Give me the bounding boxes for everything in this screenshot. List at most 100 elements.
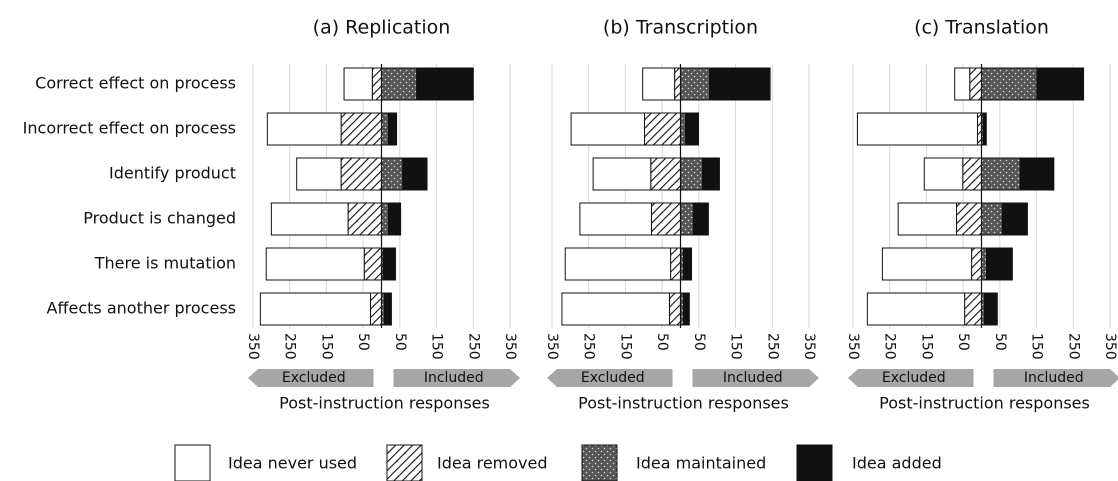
x-tick-label: 50 xyxy=(691,333,707,351)
legend-swatch xyxy=(174,444,211,481)
bar-segment xyxy=(685,112,699,146)
bar-segment xyxy=(564,247,672,281)
bar-segment xyxy=(1036,67,1085,101)
included-arrow xyxy=(993,369,1118,387)
x-tick-label: 350 xyxy=(1102,333,1118,360)
bar-segment xyxy=(265,247,365,281)
x-tick-label: 150 xyxy=(728,333,744,360)
bar-segment xyxy=(692,202,709,236)
category-label: There is mutation xyxy=(94,254,236,273)
bar-segment xyxy=(954,67,971,101)
x-tick-label: 150 xyxy=(1029,333,1045,360)
x-axis-title: Post-instruction responses xyxy=(578,394,789,413)
x-tick-label: 150 xyxy=(429,333,445,360)
x-tick-label: 350 xyxy=(801,333,817,360)
bar-segment xyxy=(976,112,982,146)
bar-segment xyxy=(668,292,682,326)
x-tick-label: 50 xyxy=(992,333,1008,351)
bar-segment xyxy=(402,157,428,191)
bar-segment xyxy=(897,202,958,236)
bar-segment xyxy=(381,67,418,101)
bar-segment xyxy=(856,112,978,146)
chart-title: (c) Translation xyxy=(914,17,1049,39)
bar-segment xyxy=(962,157,982,191)
bar-segment xyxy=(347,202,382,236)
category-label: Identify product xyxy=(109,164,236,183)
bar-segment xyxy=(680,112,687,146)
bar-segment xyxy=(382,247,396,281)
bar-segment xyxy=(881,247,973,281)
bar-segment xyxy=(383,292,392,326)
x-tick-label: 250 xyxy=(282,333,298,360)
chart-title: (a) Replication xyxy=(313,17,451,39)
legend-swatch xyxy=(796,444,833,481)
bar-segment xyxy=(296,157,342,191)
included-arrow xyxy=(393,369,520,387)
bar-segment xyxy=(592,157,652,191)
bar-segment xyxy=(650,157,681,191)
bar-segment xyxy=(387,112,398,146)
x-tick-label: 250 xyxy=(1065,333,1081,360)
x-tick-label: 150 xyxy=(617,333,633,360)
bar-segment xyxy=(986,247,1013,281)
legend-label: Idea never used xyxy=(228,454,357,473)
bar-segment xyxy=(570,112,646,146)
bar-segment xyxy=(644,112,682,146)
bar-segment xyxy=(266,112,342,146)
bar-segment xyxy=(1001,202,1028,236)
bar-segment xyxy=(381,202,389,236)
bar-segment xyxy=(923,157,964,191)
bar-segment xyxy=(674,67,682,101)
bar-segment xyxy=(416,67,474,101)
bar-segment xyxy=(650,202,682,236)
bar-segment xyxy=(340,112,383,146)
bar-segment xyxy=(670,247,682,281)
bar-segment xyxy=(866,292,966,326)
excluded-label: Excluded xyxy=(882,370,946,386)
category-label: Incorrect effect on process xyxy=(23,119,236,138)
bar-segment xyxy=(982,112,987,146)
bar-segment xyxy=(969,67,982,101)
bar-segment xyxy=(702,157,720,191)
included-label: Included xyxy=(723,370,783,386)
bar-segment xyxy=(981,247,988,281)
bar-segment xyxy=(981,67,1038,101)
included-label: Included xyxy=(1024,370,1084,386)
bar-segment xyxy=(270,202,349,236)
bar-segment xyxy=(369,292,383,326)
excluded-label: Excluded xyxy=(581,370,645,386)
bar-segment xyxy=(561,292,670,326)
bar-segment xyxy=(680,202,694,236)
excluded-arrow xyxy=(248,369,374,387)
bar-segment xyxy=(983,292,998,326)
bar-segment xyxy=(363,247,383,281)
x-tick-label: 250 xyxy=(581,333,597,360)
x-tick-label: 250 xyxy=(882,333,898,360)
x-tick-label: 50 xyxy=(955,333,971,351)
bar-segment xyxy=(971,247,983,281)
x-tick-label: 50 xyxy=(355,333,371,351)
bar-segment xyxy=(387,202,402,236)
category-label: Correct effect on process xyxy=(35,74,236,93)
bar-segment xyxy=(1019,157,1055,191)
bar-segment xyxy=(981,157,1021,191)
x-tick-label: 50 xyxy=(654,333,670,351)
bar-segment xyxy=(680,67,711,101)
bar-segment xyxy=(642,67,676,101)
x-tick-label: 150 xyxy=(318,333,334,360)
bar-segment xyxy=(340,157,383,191)
excluded-arrow xyxy=(547,369,673,387)
bar-segment xyxy=(709,67,771,101)
bar-segment xyxy=(682,247,693,281)
bar-segment xyxy=(579,202,652,236)
legend-label: Idea maintained xyxy=(636,454,766,473)
legend-label: Idea added xyxy=(852,454,942,473)
bar-segment xyxy=(981,202,1003,236)
chart-title: (b) Transcription xyxy=(603,17,758,39)
x-tick-label: 350 xyxy=(544,333,560,360)
bar-segment xyxy=(381,112,389,146)
bar-segment xyxy=(381,157,404,191)
x-tick-label: 350 xyxy=(245,333,261,360)
bar-segment xyxy=(956,202,983,236)
